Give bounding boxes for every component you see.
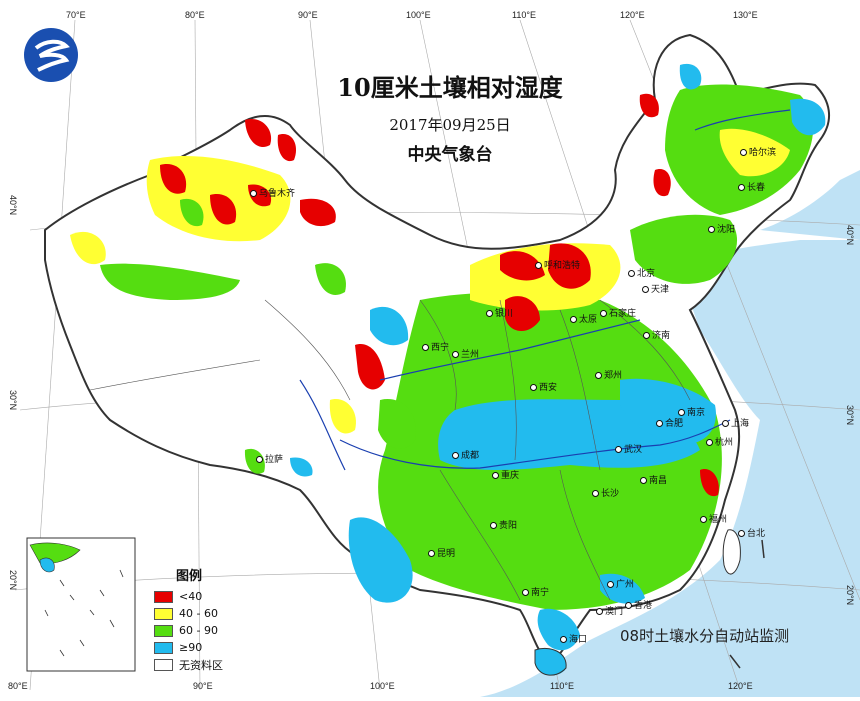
city-label: 南京	[678, 405, 705, 418]
city-label: 成都	[452, 448, 479, 461]
legend-label: ≥90	[179, 641, 203, 654]
lon-label-top: 70°E	[66, 10, 86, 20]
legend-swatch	[154, 590, 173, 603]
city-label: 石家庄	[600, 306, 636, 319]
lon-label-bottom: 100°E	[370, 681, 395, 691]
legend-item: 40 - 60	[154, 605, 254, 622]
legend-item: <40	[154, 588, 254, 605]
city-label: 拉萨	[256, 452, 283, 465]
city-label: 沈阳	[708, 222, 735, 235]
city-label: 台北	[738, 526, 765, 539]
lon-label-top: 130°E	[733, 10, 758, 20]
cma-logo	[24, 28, 78, 82]
city-label: 重庆	[492, 468, 519, 481]
city-label: 福州	[700, 512, 727, 525]
city-label: 兰州	[452, 347, 479, 360]
map-legend: 图例 <40 40 - 60 60 - 90 ≥90 无资料区	[154, 565, 254, 673]
legend-swatch	[154, 658, 173, 671]
city-label: 长春	[738, 180, 765, 193]
lon-label-bottom: 110°E	[550, 681, 574, 691]
city-label: 广州	[607, 577, 634, 590]
legend-item: 无资料区	[154, 656, 254, 673]
city-label: 南宁	[522, 585, 549, 598]
city-label: 合肥	[656, 416, 683, 429]
lat-label-right: 30°N	[845, 405, 855, 426]
legend-title: 图例	[176, 569, 203, 584]
lon-label-top: 80°E	[185, 10, 205, 20]
sea-area-north	[760, 170, 860, 240]
city-label: 济南	[643, 328, 670, 341]
city-label: 乌鲁木齐	[250, 186, 295, 199]
lat-label-left: 20°N	[8, 570, 18, 591]
legend-item: 60 - 90	[154, 622, 254, 639]
map-date: 2017年09月25日	[389, 116, 511, 134]
legend-swatch	[154, 641, 173, 654]
city-label: 昆明	[428, 546, 455, 559]
city-label: 北京	[628, 266, 655, 279]
map-title: 10厘米土壤相对湿度	[337, 73, 563, 102]
lat-label-left: 40°N	[8, 195, 18, 216]
city-label: 太原	[570, 312, 597, 325]
city-label: 贵阳	[490, 518, 517, 531]
legend-label: <40	[179, 590, 203, 603]
city-label: 西安	[530, 380, 557, 393]
city-label: 武汉	[615, 442, 642, 455]
sea-area	[480, 240, 860, 697]
city-label: 郑州	[595, 368, 622, 381]
lon-label-top: 90°E	[298, 10, 318, 20]
legend-item: ≥90	[154, 639, 254, 656]
legend-label: 40 - 60	[179, 607, 218, 620]
city-label: 澳门	[596, 604, 623, 617]
city-label: 西宁	[422, 340, 449, 353]
legend-swatch	[154, 607, 173, 620]
lon-label-top: 100°E	[406, 10, 431, 20]
city-label: 上海	[722, 416, 749, 429]
lat-label-right: 40°N	[845, 225, 855, 246]
lat-label-left: 30°N	[8, 390, 18, 411]
lon-label-bottom: 80°E	[8, 681, 28, 691]
lon-label-top: 110°E	[512, 10, 536, 20]
city-label: 长沙	[592, 486, 619, 499]
city-label: 天津	[642, 282, 669, 295]
station-note: 08时土壤水分自动站监测	[620, 627, 790, 645]
lat-label-right: 20°N	[845, 585, 855, 606]
legend-swatch	[154, 624, 173, 637]
city-label: 海口	[560, 632, 587, 645]
city-label: 呼和浩特	[535, 258, 580, 271]
hainan-island	[534, 647, 567, 676]
map-agency: 中央气象台	[407, 145, 493, 165]
rivers	[299, 109, 791, 471]
city-label: 哈尔滨	[740, 145, 776, 158]
city-label: 银川	[486, 306, 513, 319]
legend-label: 60 - 90	[179, 624, 218, 637]
city-label: 杭州	[706, 435, 733, 448]
lon-label-bottom: 90°E	[193, 681, 213, 691]
city-label: 香港	[625, 598, 652, 611]
city-label: 南昌	[640, 473, 667, 486]
lon-label-bottom: 120°E	[728, 681, 753, 691]
lon-label-top: 120°E	[620, 10, 645, 20]
legend-label: 无资料区	[179, 658, 223, 672]
